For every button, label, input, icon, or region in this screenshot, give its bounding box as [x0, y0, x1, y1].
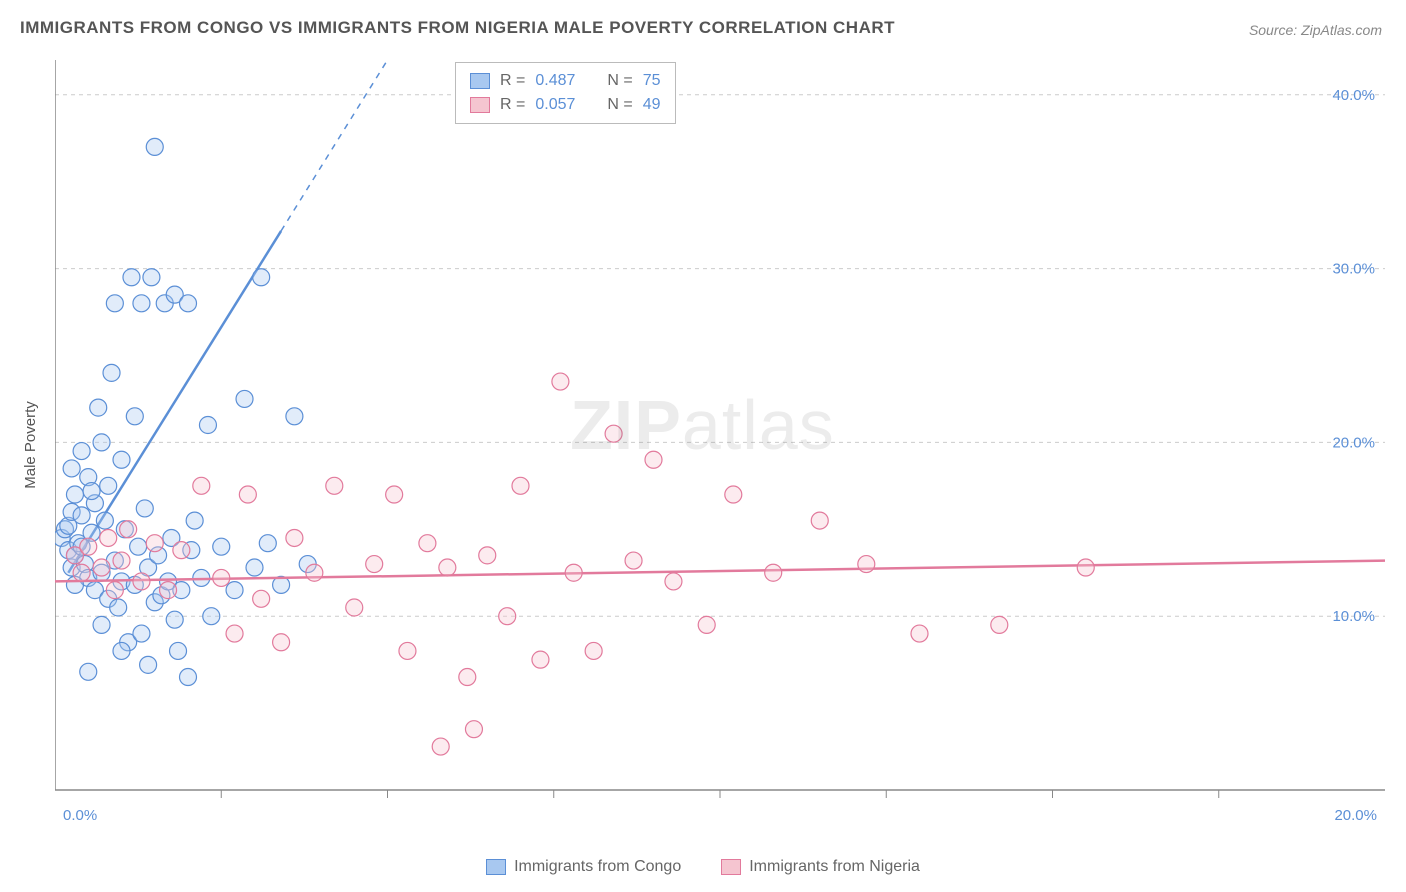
svg-text:40.0%: 40.0% — [1332, 87, 1375, 104]
legend-row-nigeria: R = 0.057 N = 49 — [470, 93, 661, 117]
svg-text:0.0%: 0.0% — [63, 807, 97, 824]
legend-item-nigeria: Immigrants from Nigeria — [721, 858, 920, 876]
r-label: R = — [500, 93, 525, 117]
svg-text:30.0%: 30.0% — [1332, 261, 1375, 278]
swatch-nigeria — [470, 97, 490, 113]
n-value-nigeria: 49 — [643, 93, 661, 117]
r-value-nigeria: 0.057 — [535, 93, 575, 117]
legend-item-congo: Immigrants from Congo — [486, 858, 681, 876]
swatch-congo — [486, 859, 506, 875]
legend-row-congo: R = 0.487 N = 75 — [470, 69, 661, 93]
svg-text:10.0%: 10.0% — [1332, 608, 1375, 625]
svg-text:20.0%: 20.0% — [1332, 434, 1375, 451]
chart-area: 10.0% 20.0% 30.0% 40.0% 0.0% 20.0% — [55, 60, 1385, 830]
n-label: N = — [607, 69, 632, 93]
swatch-nigeria — [721, 859, 741, 875]
scatter-plot: 10.0% 20.0% 30.0% 40.0% 0.0% 20.0% — [55, 60, 1385, 830]
r-label: R = — [500, 69, 525, 93]
y-axis-label: Male Poverty — [22, 401, 39, 489]
legend-label-congo: Immigrants from Congo — [514, 858, 681, 876]
n-label: N = — [607, 93, 632, 117]
legend-label-nigeria: Immigrants from Nigeria — [749, 858, 920, 876]
r-value-congo: 0.487 — [535, 69, 575, 93]
n-value-congo: 75 — [643, 69, 661, 93]
correlation-legend: R = 0.487 N = 75 R = 0.057 N = 49 — [455, 62, 676, 124]
source-attribution: Source: ZipAtlas.com — [1249, 22, 1382, 38]
source-prefix: Source: — [1249, 22, 1301, 38]
svg-text:20.0%: 20.0% — [1334, 807, 1377, 824]
source-name: ZipAtlas.com — [1301, 22, 1382, 38]
chart-title: IMMIGRANTS FROM CONGO VS IMMIGRANTS FROM… — [20, 18, 895, 38]
swatch-congo — [470, 73, 490, 89]
series-legend: Immigrants from Congo Immigrants from Ni… — [0, 858, 1406, 876]
